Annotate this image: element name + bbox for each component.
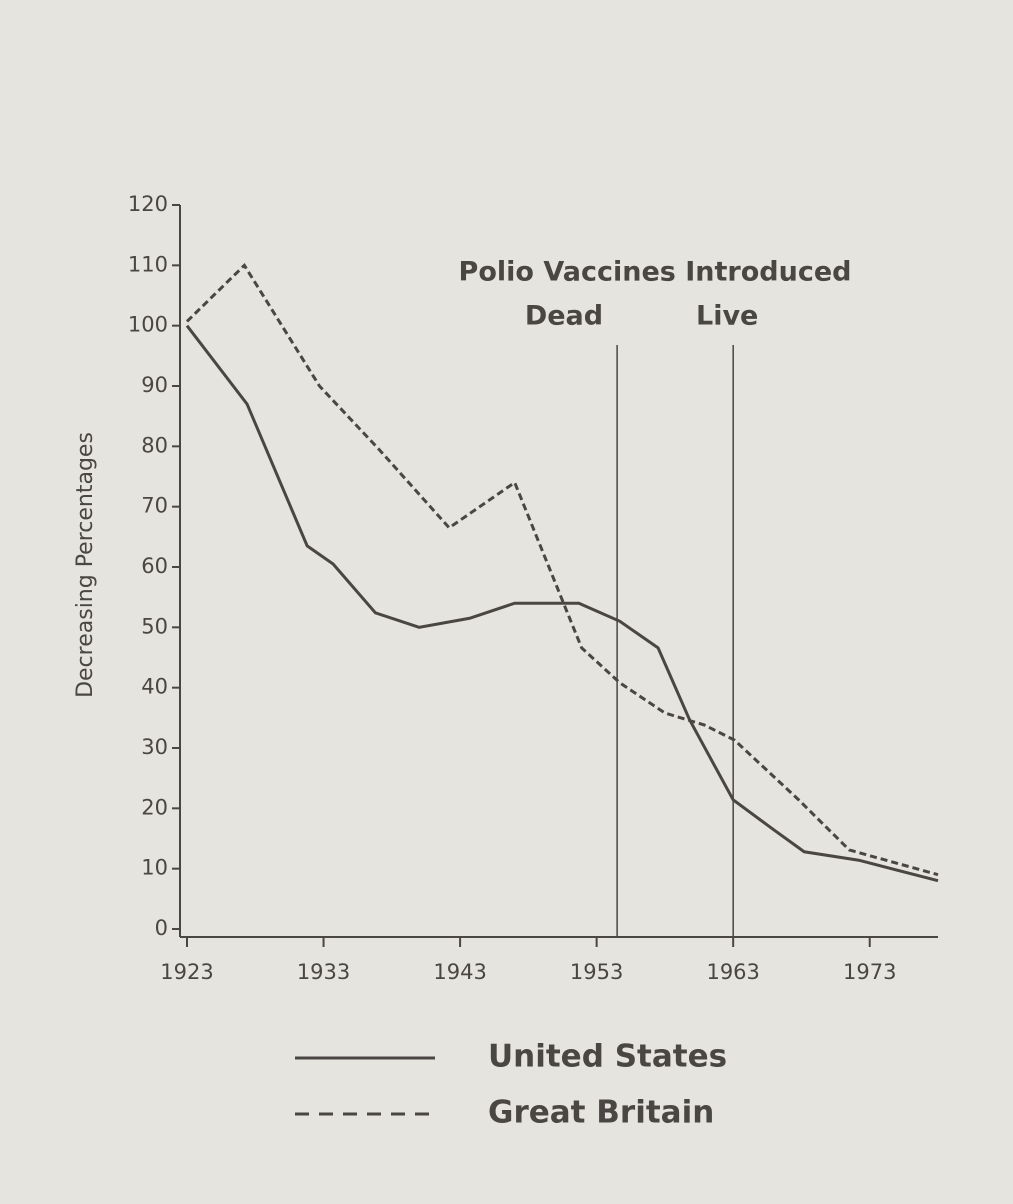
annotation-title: Polio Vaccines Introduced: [459, 257, 852, 288]
y-tick-label: 20: [141, 795, 168, 819]
x-tick-label: 1943: [433, 960, 486, 984]
y-tick-label: 40: [141, 675, 168, 699]
y-tick-label: 60: [141, 554, 168, 578]
vaccine-label: Live: [696, 301, 758, 332]
x-tick-label: 1973: [843, 960, 896, 984]
y-tick-label: 50: [141, 614, 168, 638]
x-tick-label: 1953: [570, 960, 623, 984]
y-tick-label: 30: [141, 735, 168, 759]
y-axis-label: Decreasing Percentages: [73, 432, 98, 698]
y-tick-label: 120: [128, 192, 168, 216]
y-tick-label: 80: [141, 433, 168, 457]
y-tick-label: 0: [155, 916, 168, 940]
series-line: [185, 324, 939, 883]
x-tick-label: 1933: [297, 960, 350, 984]
x-tick-label: 1963: [706, 960, 759, 984]
y-tick-label: 10: [141, 856, 168, 880]
vaccine-label: Dead: [525, 301, 603, 332]
y-tick-label: 110: [128, 252, 168, 276]
y-tick-label: 90: [141, 373, 168, 397]
x-tick-label: 1923: [160, 960, 213, 984]
series-line: [185, 262, 939, 877]
legend-label: Great Britain: [488, 1095, 714, 1131]
y-tick-label: 100: [128, 313, 168, 337]
y-tick-label: 70: [141, 494, 168, 518]
legend-label: United States: [488, 1039, 727, 1075]
